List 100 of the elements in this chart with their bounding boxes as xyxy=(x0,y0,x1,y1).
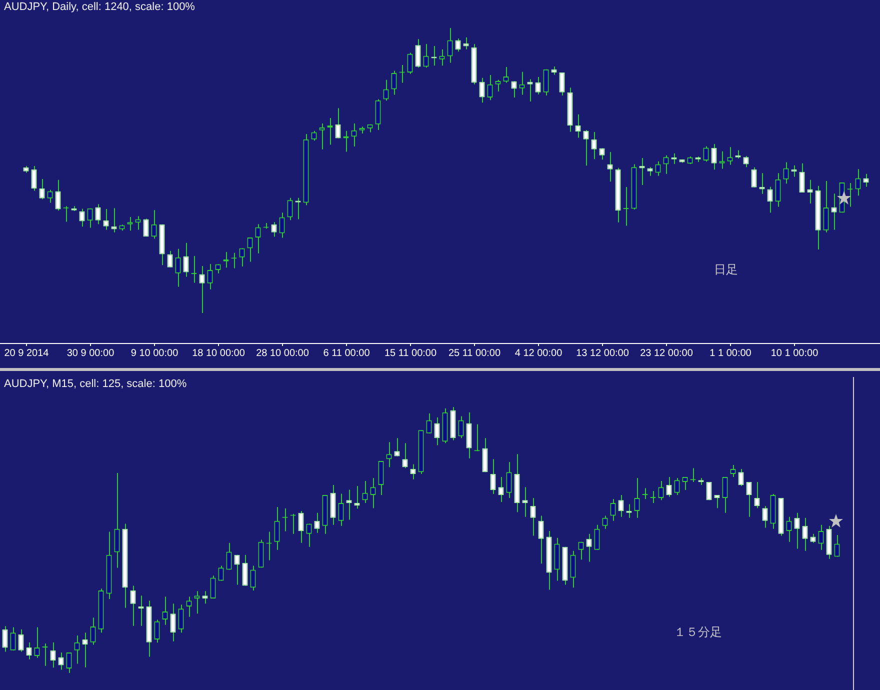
candlestick xyxy=(178,604,184,634)
candlestick xyxy=(522,486,528,518)
candlestick xyxy=(95,204,101,225)
annotation: 日足 xyxy=(714,262,738,276)
candlestick xyxy=(535,76,541,95)
candlestick xyxy=(319,122,325,150)
candlestick xyxy=(255,224,261,254)
candlestick xyxy=(66,652,72,674)
candlestick xyxy=(610,498,616,522)
x-tick-label: 1 1 00:00 xyxy=(710,348,752,359)
candlestick xyxy=(543,68,549,96)
x-tick-label: 10 1 00:00 xyxy=(770,348,819,359)
candlestick xyxy=(18,628,24,652)
x-tick-label: 23 12 00:00 xyxy=(640,348,694,359)
candlestick xyxy=(10,626,16,651)
x-tick-label: 9 10 00:00 xyxy=(130,348,179,359)
candlestick xyxy=(607,151,613,182)
candlestick xyxy=(498,476,504,502)
candlestick xyxy=(767,186,773,214)
candlestick xyxy=(575,114,581,138)
candlestick xyxy=(855,168,861,196)
candlestick xyxy=(682,476,688,490)
candlestick xyxy=(722,476,728,514)
candlestick xyxy=(242,554,248,586)
candlestick xyxy=(103,208,109,230)
candlestick xyxy=(370,478,376,509)
candlestick xyxy=(578,541,584,560)
candlestick xyxy=(751,166,757,188)
x-tick-label: 18 10 00:00 xyxy=(192,348,246,359)
candlestick xyxy=(335,108,341,139)
candlestick xyxy=(818,524,824,550)
candlestick xyxy=(634,478,640,518)
candlestick xyxy=(434,416,440,446)
candlestick xyxy=(711,143,717,170)
annotation: １５分足 xyxy=(674,625,722,640)
candlestick xyxy=(783,162,789,184)
candlestick xyxy=(250,565,256,592)
candlestick xyxy=(274,506,280,550)
candlestick xyxy=(439,48,445,66)
candlestick xyxy=(34,626,40,658)
candlestick xyxy=(42,642,48,666)
candlestick xyxy=(391,70,397,96)
candlestick xyxy=(831,193,837,230)
candlestick xyxy=(743,155,749,168)
candlestick xyxy=(527,78,533,102)
candlestick xyxy=(746,482,752,518)
candlestick xyxy=(175,248,181,288)
candlestick xyxy=(130,585,136,626)
candlestick xyxy=(386,442,392,468)
candlestick xyxy=(591,132,597,160)
candlestick xyxy=(799,162,805,193)
candlestick xyxy=(559,72,565,96)
candlestick xyxy=(511,80,517,98)
candlestick xyxy=(863,173,869,188)
candlestick xyxy=(495,79,501,92)
candlestick xyxy=(602,515,608,530)
candlestick xyxy=(402,442,408,469)
candlestick xyxy=(2,626,8,652)
candlestick xyxy=(26,642,32,660)
candlestick xyxy=(503,66,509,84)
candlestick xyxy=(802,517,808,552)
candlestick xyxy=(199,265,205,314)
candlestick xyxy=(338,493,344,526)
candlestick xyxy=(346,489,352,520)
candlestick xyxy=(90,617,96,646)
candlestick xyxy=(455,38,461,52)
candlestick xyxy=(738,468,744,486)
candlestick xyxy=(530,497,536,536)
candlestick xyxy=(258,539,264,568)
candlestick xyxy=(194,590,200,614)
candlestick xyxy=(490,458,496,494)
candlestick xyxy=(759,172,765,194)
candlestick xyxy=(415,38,421,68)
candlestick xyxy=(31,165,37,192)
candlestick xyxy=(279,212,285,238)
candlestick xyxy=(538,515,544,564)
chart-title: AUDJPY, Daily, cell: 1240, scale: 100% xyxy=(4,1,195,13)
candlestick xyxy=(586,533,592,562)
candlestick xyxy=(658,480,664,501)
candlestick xyxy=(47,189,53,204)
candlestick xyxy=(183,242,189,278)
candlestick xyxy=(642,488,648,500)
candlestick xyxy=(186,596,192,618)
candlestick xyxy=(479,77,485,104)
candlestick xyxy=(570,550,576,588)
x-tick-label: 28 10 00:00 xyxy=(256,348,310,359)
candlestick xyxy=(218,565,224,582)
x-tick-label: 4 12 00:00 xyxy=(514,348,563,359)
candlestick xyxy=(506,462,512,498)
candlestick xyxy=(594,524,600,550)
candlestick xyxy=(650,490,656,504)
candlestick xyxy=(786,516,792,542)
candlestick xyxy=(703,146,709,162)
candlestick xyxy=(239,248,245,268)
candlestick xyxy=(351,122,357,148)
candlestick xyxy=(271,222,277,238)
candlestick xyxy=(727,146,733,166)
candlestick xyxy=(151,210,157,240)
candlestick xyxy=(394,438,400,457)
candlestick xyxy=(487,74,493,101)
